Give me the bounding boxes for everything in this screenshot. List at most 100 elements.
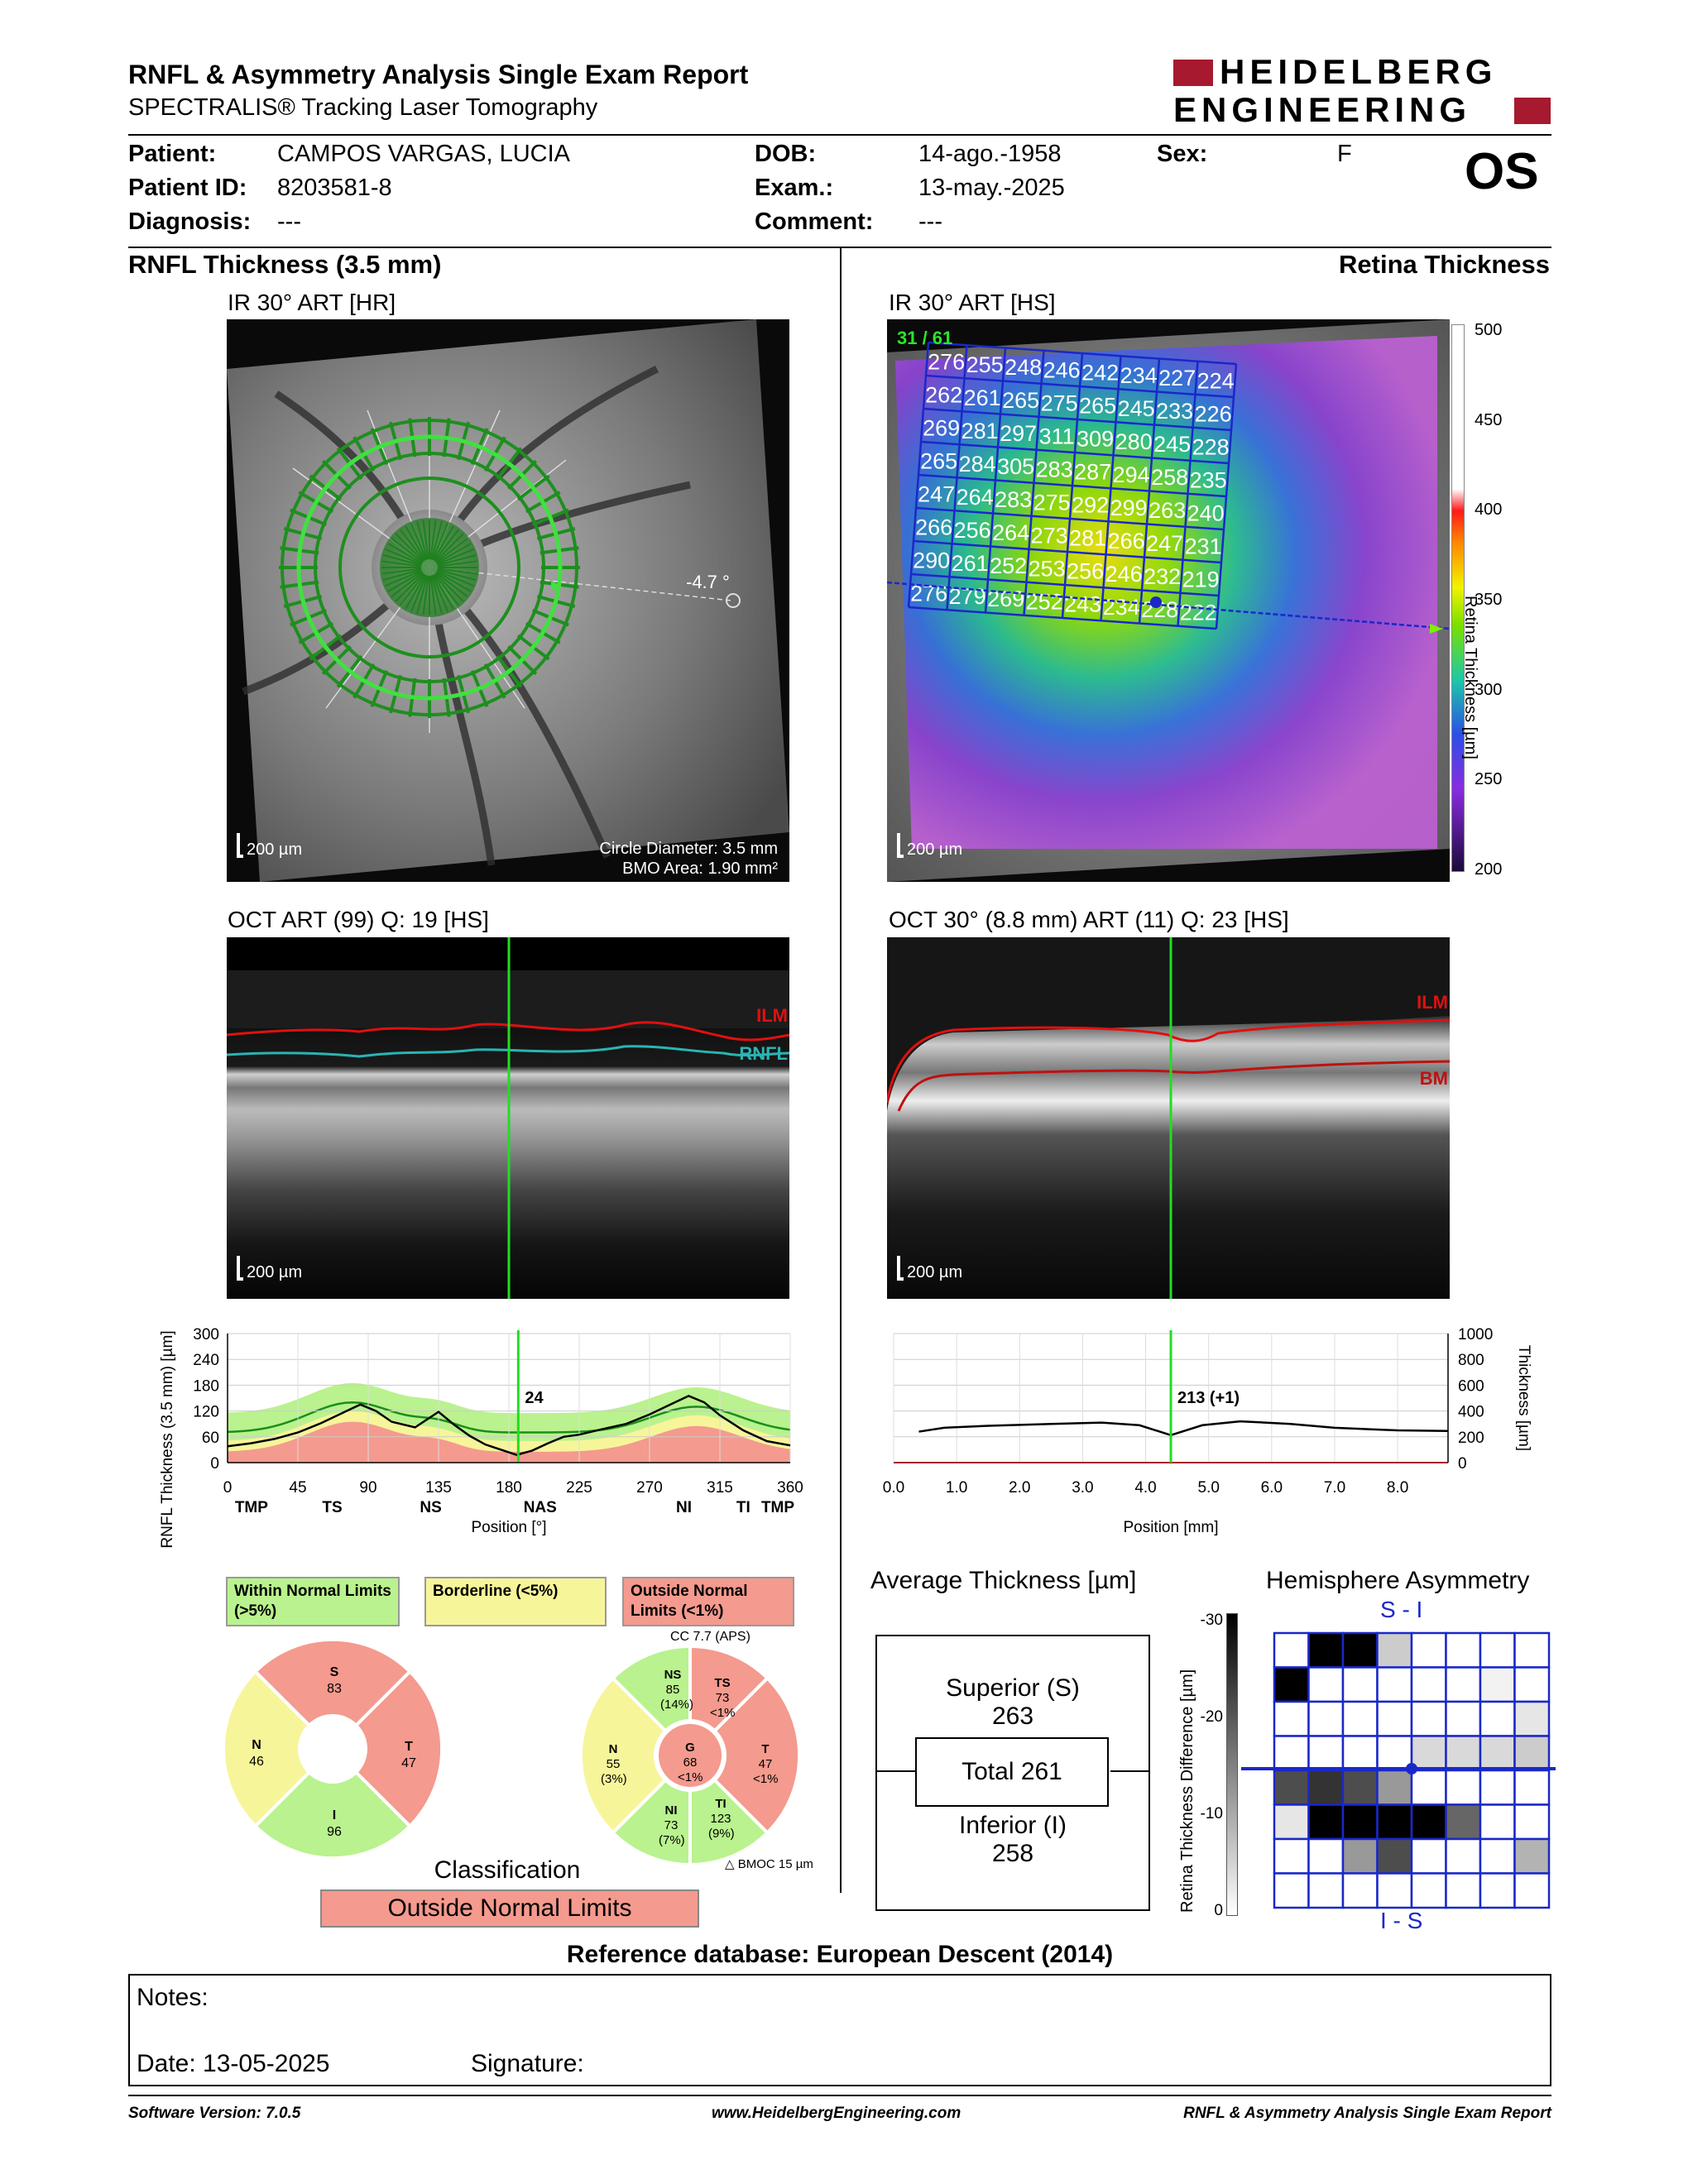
grid-cell-value: 275	[1041, 390, 1078, 415]
sector-g: G 68 <1%	[678, 1741, 703, 1785]
sector-ts-pct: <1%	[710, 1706, 736, 1720]
grid-cell-value: 283	[995, 487, 1032, 512]
asymmetry-cell	[1513, 1872, 1551, 1909]
ir-macula-image: 276 255 248 246 242 234 227 224 262 261 265 275 265 2…	[887, 319, 1450, 882]
asymmetry-cell	[1445, 1872, 1482, 1909]
x-tick-label: 0	[223, 1479, 233, 1497]
sector-t-right-label: T	[761, 1742, 770, 1756]
dob-label: DOB:	[755, 141, 817, 167]
sector-t-right-pct: <1%	[753, 1772, 779, 1786]
sector-n-right-value: 55	[606, 1757, 621, 1771]
grid-cell-value: 233	[1156, 399, 1193, 424]
asymmetry-cell	[1410, 1700, 1447, 1737]
sector-ni: NI 73 (7%)	[659, 1803, 685, 1848]
asymmetry-cell	[1445, 1803, 1482, 1841]
x-axis-label: Position [mm]	[1123, 1519, 1218, 1536]
cursor-value: 213 (+1)	[1177, 1389, 1240, 1407]
asymmetry-cell	[1273, 1631, 1310, 1669]
colorbar-tick: 300	[1475, 680, 1503, 699]
asymmetry-cell	[1513, 1700, 1551, 1737]
sector-n-right: N 55 (3%)	[601, 1742, 627, 1787]
sector-ts-value: 73	[715, 1691, 730, 1705]
asymmetry-cell	[1410, 1803, 1447, 1841]
grid-col-line	[1023, 350, 1045, 615]
x-tick-label: 6.0	[1261, 1479, 1283, 1497]
series-retina-thickness	[918, 1420, 1449, 1437]
grid-cell-value: 280	[1115, 429, 1153, 454]
asymmetry-cell	[1410, 1769, 1447, 1806]
asymmetry-cell	[1341, 1631, 1379, 1669]
asymmetry-cell	[1273, 1803, 1310, 1841]
sector-diagram	[581, 1646, 799, 1865]
asymmetry-cell	[1479, 1631, 1516, 1669]
sector-ni-pct: (7%)	[659, 1833, 685, 1847]
grid-cell-value: 265	[1079, 394, 1116, 419]
asymmetry-cell	[1445, 1769, 1482, 1806]
grid-col-line	[1177, 361, 1199, 626]
grid-cell-value: 235	[1190, 467, 1227, 492]
asymmetry-cell	[1513, 1631, 1551, 1669]
grid-cell-value: 294	[1113, 462, 1150, 487]
legend-borderline: Borderline (<5%)	[424, 1577, 607, 1626]
signature-label: Signature:	[471, 2050, 584, 2077]
asymmetry-cell	[1410, 1631, 1447, 1669]
patient-name: CAMPOS VARGAS, LUCIA	[277, 141, 570, 167]
eye-badge: OS	[1465, 143, 1539, 200]
asymmetry-scale-bar	[1226, 1613, 1238, 1916]
sector-ns: NS 85 (14%)	[660, 1668, 693, 1712]
grid-cell-value: 240	[1187, 500, 1225, 525]
sector-n-value: 46	[249, 1755, 264, 1769]
grid-cell-value: 227	[1158, 366, 1196, 390]
grid-cell-value: 234	[1120, 363, 1158, 388]
asymmetry-top-label: S - I	[1380, 1597, 1423, 1622]
grid-cell-value: 281	[961, 419, 999, 443]
grid-cell-value: 264	[957, 485, 994, 510]
asymmetry-cell	[1479, 1666, 1516, 1703]
sector-s-value: 83	[327, 1682, 342, 1696]
sector-ti: TI 123 (9%)	[708, 1797, 735, 1842]
sector-ni-value: 73	[664, 1818, 679, 1832]
grid-cell-value: 232	[1144, 564, 1181, 589]
y-tick-label: 0	[210, 1455, 219, 1473]
asymmetry-cell	[1376, 1872, 1413, 1909]
asymmetry-cell	[1376, 1666, 1413, 1703]
dob-value: 14-ago.-1958	[918, 141, 1062, 167]
sector-ts-label: TS	[714, 1676, 731, 1690]
x-tick-label: 3.0	[1072, 1479, 1093, 1497]
asymmetry-cell	[1445, 1666, 1482, 1703]
x-tick-label: 180	[496, 1479, 522, 1497]
series-measured	[227, 1395, 791, 1456]
sector-g-value: 68	[683, 1755, 698, 1770]
patient-id-label: Patient ID:	[128, 175, 247, 201]
asymmetry-cell	[1273, 1872, 1310, 1909]
sector-s: S 83	[326, 1664, 343, 1698]
region-label: NI	[676, 1499, 692, 1516]
retina-profile-chart: 1000 800 600 400 200 0 0.0 1.0 2.0 3.0 4.0 5.0 6.0 7.…	[883, 1326, 1532, 1536]
asymmetry-bottom-label: I - S	[1380, 1908, 1423, 1933]
grid-cell-value: 234	[1103, 595, 1140, 620]
superior-label: Superior (S)	[946, 1674, 1080, 1702]
asymmetry-cell	[1273, 1769, 1310, 1806]
asymmetry-cell	[1307, 1769, 1345, 1806]
software-version: Software Version: 7.0.5	[128, 2105, 301, 2122]
asymmetry-cell	[1445, 1837, 1482, 1875]
asymmetry-tick: -10	[1200, 1805, 1223, 1822]
grid-cell-value: 253	[1029, 556, 1066, 581]
footer-report-name: RNFL & Asymmetry Analysis Single Exam Re…	[1183, 2105, 1551, 2122]
grid-col-line	[1061, 352, 1084, 619]
grid-cell-value: 290	[913, 548, 950, 573]
y-axis-label: RNFL Thickness (3.5 mm) [µm]	[159, 1330, 176, 1548]
y-axis-label: Thickness [µm]	[1515, 1345, 1532, 1451]
website-link[interactable]: www.HeidelbergEngineering.com	[712, 2105, 961, 2122]
exam-value: 13-may.-2025	[918, 175, 1065, 201]
grid-cell-value: 256	[954, 518, 991, 543]
ilm-label-right: ILM	[1417, 992, 1448, 1013]
bmoc-value: BMOC 15 µm	[737, 1857, 813, 1871]
y-tick-label: 0	[1458, 1455, 1467, 1473]
y-tick-label: 240	[193, 1352, 219, 1369]
brand-line1: HEIDELBERG	[1220, 52, 1498, 91]
sector-n-right-label: N	[608, 1742, 618, 1756]
bmo-area: BMO Area: 1.90 mm²	[622, 860, 778, 878]
x-tick-label: 270	[636, 1479, 663, 1497]
asymmetry-tick: -30	[1200, 1612, 1223, 1629]
